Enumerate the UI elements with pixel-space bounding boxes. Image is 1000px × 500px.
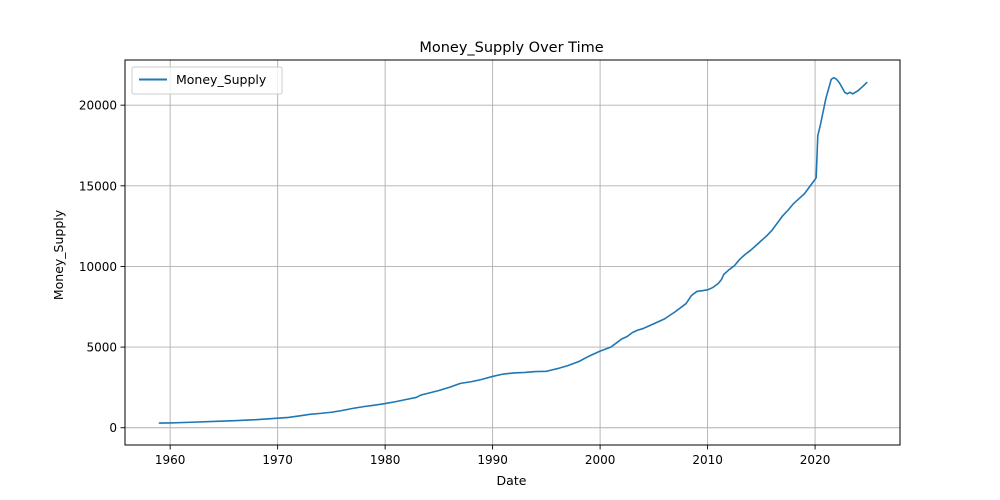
series-layer <box>158 76 868 424</box>
legend-label: Money_Supply <box>176 72 267 87</box>
x-tick-label: 2000 <box>585 453 616 467</box>
legend-box <box>131 66 283 95</box>
y-tick-label: 0 <box>109 421 117 435</box>
x-tick-label: 1990 <box>477 453 508 467</box>
y-tick-label: 10000 <box>79 260 117 274</box>
y-tick-label: 20000 <box>79 99 117 113</box>
plot-frame <box>124 59 901 446</box>
x-axis: 1960 1970 1980 1990 2000 2010 2020 <box>155 445 830 467</box>
legend: Money_Supply <box>131 66 283 95</box>
x-tick-label: 2010 <box>692 453 723 467</box>
x-tick-label: 1970 <box>262 453 293 467</box>
y-tick-label: 15000 <box>79 179 117 193</box>
x-tick-label: 1960 <box>155 453 186 467</box>
series-line-money-supply <box>158 76 868 424</box>
x-tick-label: 1980 <box>370 453 401 467</box>
x-tick-label: 2020 <box>800 453 831 467</box>
y-axis: 0 5000 10000 15000 20000 <box>79 99 125 435</box>
x-axis-label: Date <box>497 473 527 488</box>
chart-title: Money_Supply Over Time <box>419 40 603 56</box>
grid <box>125 60 900 445</box>
y-tick-label: 5000 <box>86 341 117 355</box>
y-axis-label: Money_Supply <box>51 209 66 300</box>
